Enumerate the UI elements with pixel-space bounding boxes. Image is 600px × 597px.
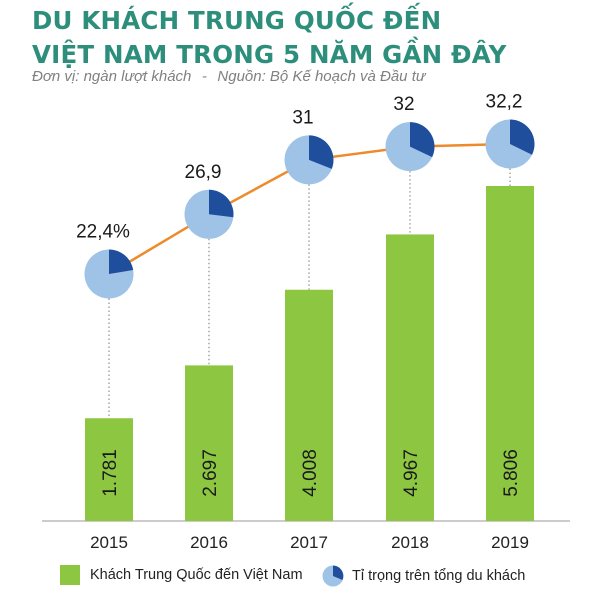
source-text: Nguồn: Bộ Kế hoạch và Đầu tư [217, 68, 426, 85]
bar-value-label: 1.781 [100, 449, 121, 497]
x-tick-label: 2015 [90, 533, 128, 552]
pie-slice [109, 249, 134, 274]
legend-bars-label: Khách Trung Quốc đến Việt Nam [90, 567, 303, 583]
unit-text: Đơn vị: ngàn lượt khách [32, 68, 192, 85]
x-tick-label: 2017 [290, 533, 328, 552]
pie-value-label: 22,4% [76, 222, 130, 243]
legend-pie-icon [322, 565, 344, 587]
x-tick-label: 2016 [190, 533, 228, 552]
title-line-2: VIỆT NAM TRONG 5 NĂM GẦN ĐÂY [32, 40, 507, 69]
bar-value-label: 4.008 [300, 449, 321, 497]
x-tick-label: 2019 [491, 533, 529, 552]
bar-2018 [386, 234, 434, 521]
pie-slice [309, 135, 334, 169]
bar-value-label: 4.967 [401, 449, 422, 497]
x-tick-label: 2018 [391, 533, 429, 552]
legend-item-bars: Khách Trung Quốc đến Việt Nam [60, 565, 303, 585]
chart-title: DU KHÁCH TRUNG QUỐC ĐẾN VIỆT NAM TRONG 5… [32, 4, 592, 72]
legend-pies-label: Tỉ trọng trên tổng du khách [352, 568, 526, 584]
pie-value-label: 32,2 [486, 92, 523, 113]
pie-value-label: 32 [393, 94, 414, 115]
pie-value-label: 26,9 [185, 162, 222, 183]
bar-2016 [185, 365, 233, 521]
bar-2015 [85, 418, 133, 521]
legend-bar-swatch [60, 565, 80, 585]
separator: - [201, 68, 207, 85]
bar-2017 [285, 289, 333, 521]
bar-value-label: 2.697 [200, 449, 221, 497]
bar-2019 [486, 186, 534, 521]
pie-slice [410, 122, 435, 158]
subtitle: Đơn vị: ngàn lượt khách - Nguồn: Bộ Kế hoạ… [32, 68, 425, 85]
title-line-1: DU KHÁCH TRUNG QUỐC ĐẾN [32, 6, 442, 35]
pie-slice [209, 189, 234, 218]
legend: Khách Trung Quốc đến Việt Nam Tỉ trọng t… [0, 565, 600, 591]
pie-value-label: 31 [292, 107, 313, 128]
legend-item-pies: Tỉ trọng trên tổng du khách [322, 565, 525, 587]
bar-value-label: 5.806 [501, 449, 522, 497]
pie-slice [510, 119, 535, 155]
